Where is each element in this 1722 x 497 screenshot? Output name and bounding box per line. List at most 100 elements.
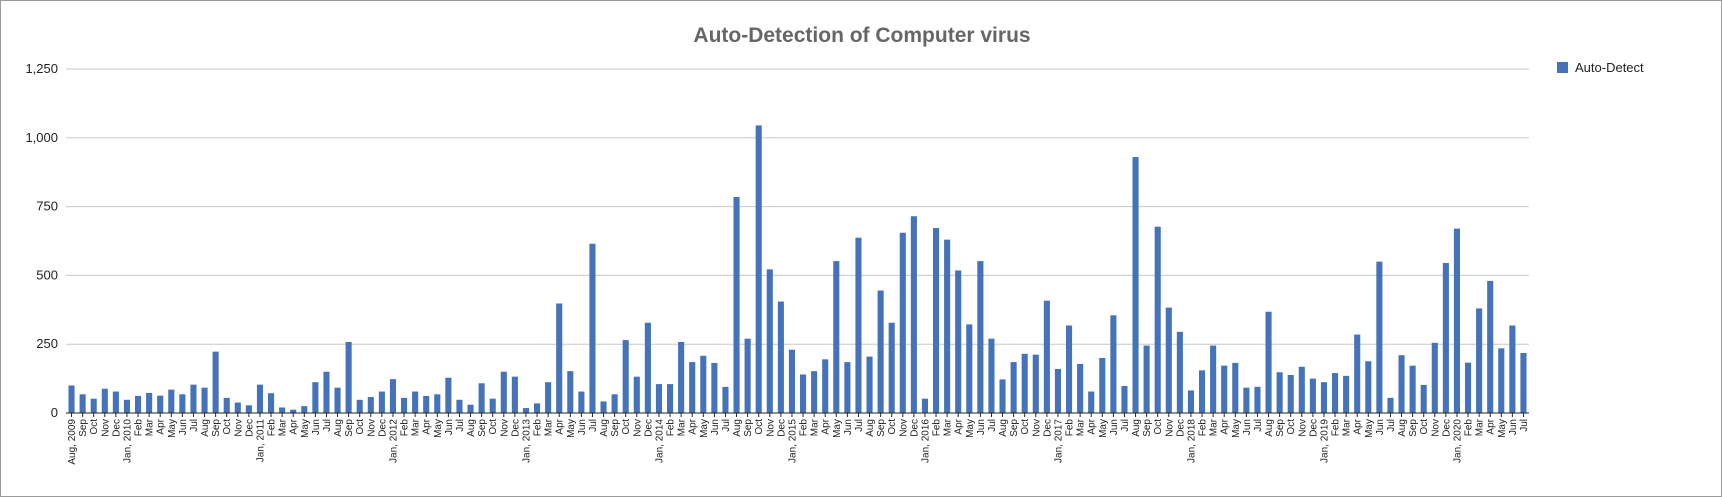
bar xyxy=(899,232,906,413)
bar xyxy=(999,379,1006,413)
x-tick-label: Feb xyxy=(1065,419,1076,437)
bar xyxy=(290,409,297,413)
bar xyxy=(1287,375,1294,413)
x-tick-label: Apr xyxy=(289,418,300,434)
x-tick-label: Jul xyxy=(721,419,732,432)
x-tick-label: Sep xyxy=(78,419,89,437)
bar xyxy=(799,374,807,413)
bar xyxy=(1099,357,1106,413)
bar xyxy=(378,391,385,413)
bar xyxy=(1088,391,1095,413)
bar xyxy=(267,393,275,413)
bar xyxy=(1254,386,1261,413)
x-tick-label: Nov xyxy=(233,419,244,437)
bar xyxy=(101,388,108,413)
bar xyxy=(1165,307,1172,413)
bar xyxy=(556,303,563,413)
bar xyxy=(112,391,119,413)
bar xyxy=(644,322,651,413)
bar xyxy=(1520,353,1527,413)
bar xyxy=(1276,372,1283,413)
bar xyxy=(1132,157,1139,413)
x-tick-label: Nov xyxy=(499,419,510,437)
x-tick-label: May xyxy=(965,419,976,438)
x-tick-label: Nov xyxy=(1164,419,1175,437)
bar xyxy=(910,216,917,413)
bar xyxy=(666,384,674,413)
x-tick-label: Aug, 2009 xyxy=(67,419,78,465)
x-tick-label: Sep xyxy=(1009,419,1020,437)
x-tick-label: Jun xyxy=(976,419,987,435)
x-tick-label: Aug xyxy=(1264,419,1275,437)
x-tick-label: Jun xyxy=(1375,419,1386,435)
x-tick-label: Jul xyxy=(322,419,333,432)
x-tick-label: Jan, 2019 xyxy=(1319,419,1330,463)
bar xyxy=(1509,325,1516,413)
bar xyxy=(533,403,541,413)
bar xyxy=(157,395,164,413)
x-tick-label: Aug xyxy=(1131,419,1142,437)
bar xyxy=(489,398,496,413)
x-tick-label: Jul xyxy=(1120,419,1131,432)
bar xyxy=(190,384,197,413)
bar xyxy=(1077,364,1084,413)
x-tick-label: Sep xyxy=(211,419,222,437)
bar xyxy=(1387,397,1394,413)
x-tick-label: Dec xyxy=(1042,419,1053,437)
bar xyxy=(212,351,219,413)
x-tick-label: Apr xyxy=(555,418,566,434)
x-tick-label: Dec xyxy=(111,419,122,437)
bar xyxy=(134,395,142,413)
y-tick-label: 750 xyxy=(36,199,58,214)
x-tick-label: Apr xyxy=(821,418,832,434)
x-tick-label: Aug xyxy=(732,419,743,437)
y-tick-label: 1,250 xyxy=(25,61,58,76)
x-tick-label: May xyxy=(566,419,577,438)
bar xyxy=(1187,390,1195,413)
x-tick-label: Jul xyxy=(189,419,200,432)
x-tick-label: Apr xyxy=(1486,418,1497,434)
x-tick-label: Jun xyxy=(577,419,588,435)
x-tick-label: Oct xyxy=(1419,419,1430,435)
bar xyxy=(1043,300,1050,413)
x-tick-label: Mar xyxy=(1209,418,1220,436)
bar xyxy=(68,385,75,413)
bar xyxy=(90,398,97,413)
x-tick-label: Jul xyxy=(455,419,466,432)
x-tick-label: Jan, 2017 xyxy=(1053,419,1064,463)
bar xyxy=(1453,228,1461,413)
x-tick-label: Jun xyxy=(178,419,189,435)
bar xyxy=(334,387,341,413)
x-tick-label: Nov xyxy=(1430,419,1441,437)
y-tick-label: 1,000 xyxy=(25,130,58,145)
x-tick-label: Mar xyxy=(1475,418,1486,436)
bar xyxy=(744,338,751,413)
bar xyxy=(1176,331,1183,413)
bar xyxy=(323,371,330,413)
y-tick-label: 500 xyxy=(36,267,58,282)
bar xyxy=(1265,311,1272,413)
bar xyxy=(356,399,363,413)
x-tick-label: May xyxy=(1231,419,1242,438)
x-tick-label: Apr xyxy=(1353,418,1364,434)
x-tick-label: Oct xyxy=(488,419,499,435)
x-tick-label: Sep xyxy=(477,419,488,437)
bar xyxy=(1054,368,1062,413)
x-tick-label: Oct xyxy=(222,419,233,435)
bar xyxy=(1442,263,1449,413)
bar xyxy=(1221,365,1228,413)
bar xyxy=(279,407,286,413)
bar xyxy=(1121,386,1128,413)
x-tick-label: Nov xyxy=(100,419,111,437)
bar xyxy=(445,377,452,413)
bar xyxy=(955,270,962,413)
bar xyxy=(822,359,829,413)
bar xyxy=(1243,387,1250,413)
bar xyxy=(301,406,308,413)
bar xyxy=(833,261,840,413)
x-tick-label: Feb xyxy=(666,419,677,437)
x-tick-label: Sep xyxy=(743,419,754,437)
x-tick-label: Jun xyxy=(843,419,854,435)
x-tick-label: Mar xyxy=(544,418,555,436)
